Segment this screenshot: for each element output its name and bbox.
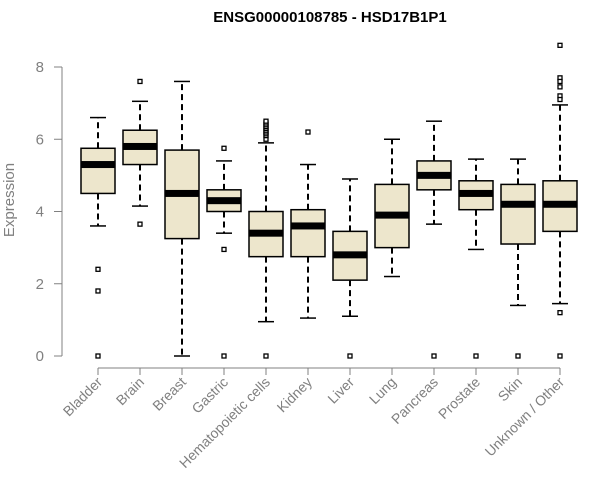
boxes-group: [80, 42, 578, 359]
y-axis-label: Expression: [1, 163, 18, 237]
y-tick-label: 2: [36, 276, 44, 293]
median-bar: [333, 251, 367, 259]
box-skin: [500, 158, 536, 359]
outlier-point: [263, 353, 269, 359]
box-pancreas: [416, 120, 452, 359]
outlier-point: [557, 353, 563, 359]
outlier-point: [347, 353, 353, 359]
category-label: Kidney: [274, 374, 316, 416]
outlier-point: [221, 246, 227, 253]
box-bladder: [80, 116, 116, 359]
outlier-point: [95, 353, 101, 359]
outlier-point: [515, 353, 521, 359]
box-hematopoietic-cells: [248, 118, 284, 359]
outlier-point: [473, 353, 479, 359]
y-tick-label: 8: [36, 59, 44, 76]
box-iqr: [500, 183, 536, 245]
median-bar: [207, 197, 241, 205]
box-prostate: [458, 158, 494, 359]
outlier-point: [557, 84, 563, 90]
outlier-point: [95, 266, 101, 272]
box-kidney: [290, 129, 326, 319]
box-iqr: [80, 147, 116, 195]
box-breast: [164, 80, 200, 357]
outlier-point: [137, 221, 143, 227]
outlier-point: [557, 42, 563, 48]
box-lung: [374, 138, 410, 278]
median-bar: [543, 200, 577, 208]
category-label: Liver: [324, 374, 357, 407]
box-liver: [332, 178, 368, 359]
outlier-point: [431, 353, 437, 359]
chart-title: ENSG00000108785 - HSD17B1P1: [213, 9, 446, 26]
box-brain: [122, 78, 158, 227]
outlier-point: [263, 118, 269, 124]
category-label: Breast: [149, 374, 189, 414]
category-label: Pancreas: [388, 374, 441, 427]
y-tick-label: 0: [36, 348, 44, 365]
median-bar: [501, 200, 535, 208]
median-bar: [417, 171, 451, 179]
category-label: Bladder: [60, 374, 106, 420]
category-label: Skin: [495, 374, 526, 405]
y-tick-label: 4: [36, 204, 44, 221]
median-bar: [459, 189, 493, 197]
median-bar: [123, 142, 157, 150]
outlier-point: [557, 96, 563, 103]
median-bar: [375, 211, 409, 219]
outlier-point: [557, 309, 563, 316]
outlier-point: [557, 78, 563, 85]
category-label: Prostate: [435, 374, 483, 422]
box-unknown-other: [542, 42, 578, 359]
y-tick-label: 6: [36, 131, 44, 148]
median-bar: [291, 222, 325, 230]
outlier-point: [95, 288, 101, 294]
median-bar: [165, 189, 199, 197]
category-label: Unknown / Other: [482, 374, 568, 460]
y-axis: 0 2 4 6 8: [36, 59, 63, 365]
category-label: Brain: [113, 374, 147, 408]
box-gastric: [206, 145, 242, 359]
outlier-point: [305, 129, 311, 135]
outlier-point: [221, 353, 227, 359]
outlier-point: [221, 145, 227, 151]
x-axis: [97, 367, 561, 375]
median-bar: [249, 229, 283, 237]
outlier-point: [137, 78, 143, 85]
box-iqr: [290, 208, 326, 258]
category-label: Lung: [366, 374, 399, 407]
median-bar: [81, 161, 115, 169]
